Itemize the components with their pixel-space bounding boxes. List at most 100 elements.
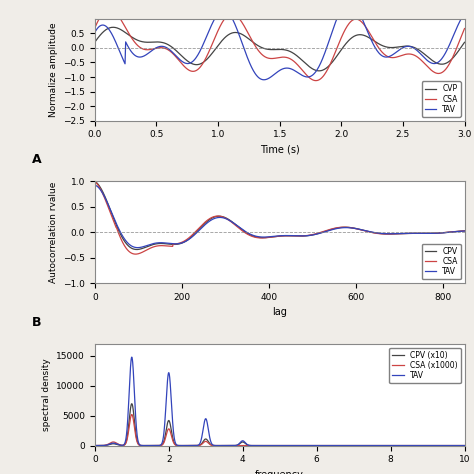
CPV (x10) (262, 443, 268, 448)
TAV (92, 182, 98, 188)
TAV (262, 443, 268, 448)
TAV (451, 443, 457, 448)
TAV (462, 443, 467, 448)
Line: TAV: TAV (95, 185, 465, 247)
X-axis label: frequency: frequency (255, 470, 304, 474)
CSA (x1000) (462, 443, 467, 448)
TAV (310, 72, 316, 77)
Line: TAV: TAV (95, 357, 465, 446)
CSA (313, 78, 319, 83)
CVP (260, 45, 265, 51)
TAV (372, 44, 377, 49)
CSA (260, 52, 265, 58)
TAV (187, 60, 193, 66)
TAV (92, 29, 98, 35)
TAV (259, 77, 265, 82)
TAV (351, 225, 356, 231)
Legend: CPV, CSA, TAV: CPV, CSA, TAV (422, 244, 461, 279)
CPV (296, 233, 301, 239)
CVP (340, 45, 346, 50)
CSA (133, 251, 138, 257)
Line: TAV: TAV (95, 2, 465, 80)
Line: CSA: CSA (95, 9, 465, 81)
CPV (92, 179, 98, 184)
TAV (111, 440, 117, 446)
CPV (272, 234, 278, 239)
CSA (310, 77, 316, 83)
CPV (x10) (272, 443, 278, 448)
X-axis label: Time (s): Time (s) (260, 145, 300, 155)
Legend: CPV (x10), CSA (x1000), TAV: CPV (x10), CSA (x1000), TAV (390, 348, 461, 383)
CSA (x1000) (383, 443, 389, 448)
CVP (462, 39, 467, 45)
CSA (462, 228, 467, 234)
CPV (134, 246, 139, 252)
Y-axis label: Autocorrelation rvalue: Autocorrelation rvalue (49, 182, 58, 283)
CVP (372, 38, 377, 44)
TAV (462, 228, 467, 234)
TAV (451, 443, 457, 448)
CSA (x1000) (129, 411, 135, 417)
CPV (462, 228, 467, 234)
Line: CPV (x10): CPV (x10) (95, 404, 465, 446)
Line: CSA: CSA (95, 182, 465, 254)
CPV (231, 220, 237, 226)
CSA (158, 45, 164, 51)
CSA (279, 233, 285, 239)
TAV (404, 230, 410, 236)
Line: CSA (x1000): CSA (x1000) (95, 414, 465, 446)
CSA (92, 179, 98, 184)
CSA (x1000) (262, 443, 268, 448)
CSA (231, 221, 237, 227)
TAV (92, 443, 98, 448)
TAV (135, 245, 140, 250)
Line: CPV: CPV (95, 182, 465, 249)
X-axis label: lag: lag (272, 307, 287, 317)
CSA (x1000) (92, 443, 98, 448)
CSA (272, 234, 278, 239)
CSA (404, 230, 410, 236)
CPV (x10) (451, 443, 457, 448)
TAV (272, 233, 278, 239)
CSA (188, 68, 193, 74)
CVP (188, 60, 193, 66)
Y-axis label: spectral density: spectral density (42, 358, 51, 431)
CPV (x10) (340, 443, 346, 448)
CSA (351, 225, 356, 231)
CVP (310, 66, 316, 72)
CSA (x1000) (451, 443, 457, 448)
CPV (351, 225, 356, 231)
TAV (346, 0, 352, 5)
TAV (339, 5, 345, 10)
TAV (462, 11, 467, 17)
TAV (231, 220, 237, 226)
CSA (x1000) (451, 443, 457, 448)
CPV (x10) (111, 441, 117, 447)
CSA (x1000) (111, 439, 117, 445)
Y-axis label: Normalize amplitude: Normalize amplitude (49, 22, 58, 117)
TAV (157, 44, 163, 49)
CSA (92, 25, 98, 31)
CSA (296, 233, 301, 239)
TAV (296, 233, 301, 239)
CSA (107, 6, 112, 12)
CPV (404, 230, 410, 236)
Text: B: B (32, 316, 41, 328)
CPV (x10) (383, 443, 389, 448)
CPV (x10) (92, 443, 98, 448)
CSA (372, 38, 377, 44)
CSA (x1000) (303, 443, 309, 448)
CVP (110, 25, 116, 30)
TAV (383, 443, 389, 448)
CVP (316, 68, 322, 73)
CPV (x10) (129, 401, 135, 407)
TAV (261, 77, 267, 82)
CVP (92, 39, 98, 45)
TAV (340, 443, 346, 448)
TAV (129, 354, 135, 360)
CSA (462, 26, 467, 31)
Legend: CVP, CSA, TAV: CVP, CSA, TAV (422, 82, 461, 117)
CPV (279, 233, 285, 239)
TAV (279, 233, 285, 238)
CSA (340, 31, 346, 37)
